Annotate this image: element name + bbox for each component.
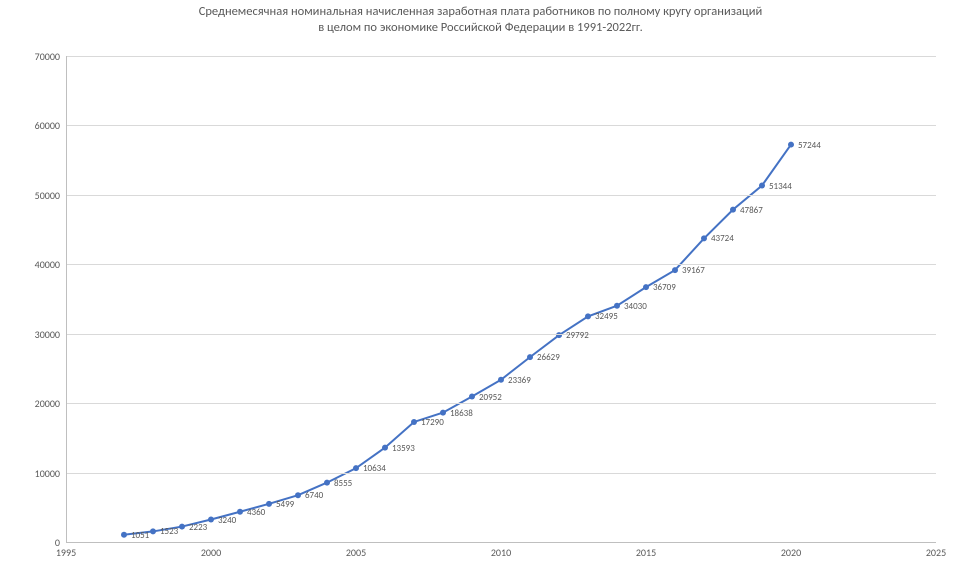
data-marker: [324, 480, 330, 486]
x-tick-label: 2005: [336, 546, 376, 559]
y-tick-label: 60000: [10, 119, 60, 132]
data-marker: [585, 313, 591, 319]
data-label: 6740: [305, 490, 323, 501]
data-label: 3240: [218, 515, 236, 526]
data-label: 8555: [334, 478, 352, 489]
y-tick-label: 70000: [10, 50, 60, 63]
plot-area: [66, 56, 936, 542]
x-tick-label: 2020: [771, 546, 811, 559]
y-tick-label: 30000: [10, 328, 60, 341]
x-tick-label: 2000: [191, 546, 231, 559]
data-label: 17290: [421, 417, 444, 428]
data-marker: [179, 524, 185, 530]
data-label: 29792: [566, 330, 589, 341]
y-axis: [66, 56, 67, 542]
data-marker: [237, 509, 243, 515]
y-gridline: [66, 195, 936, 196]
data-marker: [788, 142, 794, 148]
data-marker: [121, 532, 127, 538]
y-gridline: [66, 56, 936, 57]
data-marker: [498, 377, 504, 383]
data-marker: [643, 284, 649, 290]
x-tick-label: 2015: [626, 546, 666, 559]
x-tick-label: 2010: [481, 546, 521, 559]
data-label: 57244: [798, 140, 821, 151]
data-marker: [440, 410, 446, 416]
data-label: 10634: [363, 463, 386, 474]
data-marker: [411, 419, 417, 425]
y-gridline: [66, 403, 936, 404]
y-tick-label: 40000: [10, 258, 60, 271]
x-tick-label: 1995: [46, 546, 86, 559]
data-marker: [614, 303, 620, 309]
y-gridline: [66, 264, 936, 265]
data-label: 43724: [711, 233, 734, 244]
data-label: 2223: [189, 522, 207, 533]
y-gridline: [66, 334, 936, 335]
data-marker: [701, 235, 707, 241]
x-tick-label: 2025: [916, 546, 956, 559]
line-svg: [66, 56, 936, 542]
y-tick-label: 20000: [10, 397, 60, 410]
chart-title: Среднемесячная номинальная начисленная з…: [0, 4, 961, 35]
data-marker: [266, 501, 272, 507]
data-marker: [672, 267, 678, 273]
data-label: 26629: [537, 352, 560, 363]
data-marker: [353, 465, 359, 471]
data-label: 36709: [653, 282, 676, 293]
data-label: 20952: [479, 392, 502, 403]
data-label: 34030: [624, 301, 647, 312]
data-marker: [382, 445, 388, 451]
data-marker: [759, 183, 765, 189]
y-gridline: [66, 125, 936, 126]
wage-line: [124, 145, 791, 535]
data-marker: [469, 394, 475, 400]
data-label: 1051: [131, 530, 149, 541]
data-label: 1523: [160, 526, 178, 537]
x-axis: [66, 542, 936, 543]
data-label: 4360: [247, 507, 265, 518]
data-label: 23369: [508, 375, 531, 386]
data-label: 18638: [450, 408, 473, 419]
y-gridline: [66, 473, 936, 474]
data-label: 5499: [276, 499, 294, 510]
data-marker: [150, 528, 156, 534]
chart-title-line2: в целом по экономике Российской Федераци…: [318, 20, 643, 35]
data-marker: [527, 354, 533, 360]
data-marker: [208, 517, 214, 523]
data-label: 51344: [769, 181, 792, 192]
wage-chart: Среднемесячная номинальная начисленная з…: [0, 0, 961, 570]
data-marker: [730, 207, 736, 213]
data-label: 39167: [682, 265, 705, 276]
data-marker: [295, 492, 301, 498]
data-label: 32495: [595, 311, 618, 322]
y-tick-label: 50000: [10, 189, 60, 202]
data-label: 13593: [392, 443, 415, 454]
data-label: 47867: [740, 205, 763, 216]
chart-title-line1: Среднемесячная номинальная начисленная з…: [199, 4, 763, 19]
y-tick-label: 10000: [10, 467, 60, 480]
